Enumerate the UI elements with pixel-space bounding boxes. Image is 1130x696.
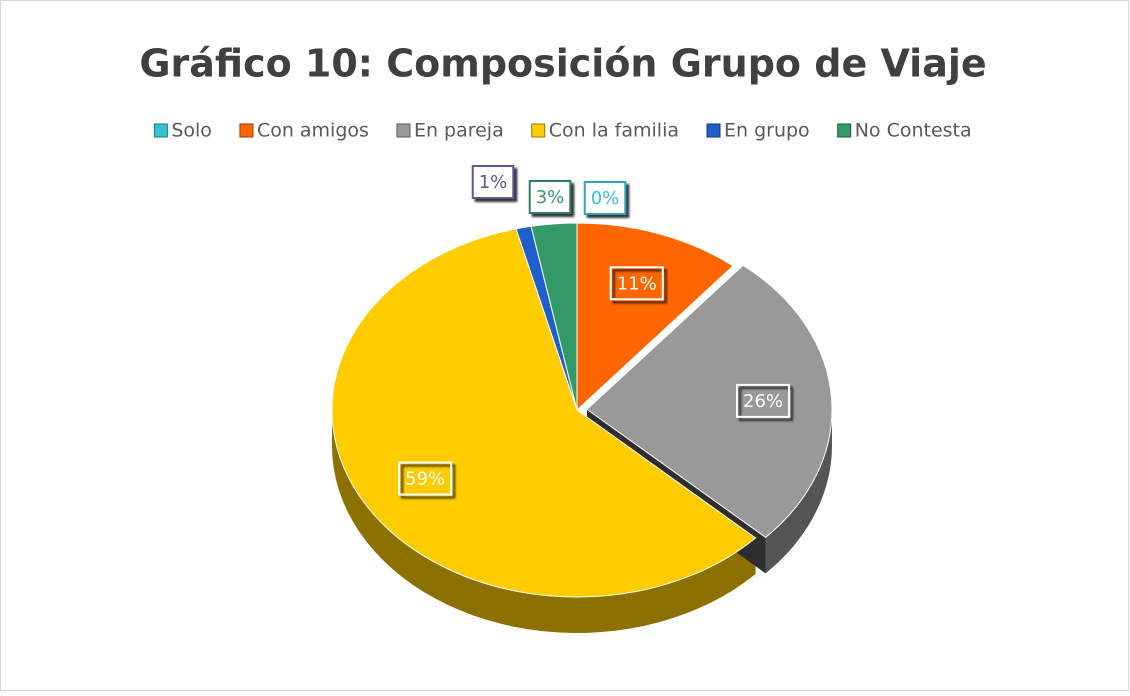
slice-side (765, 409, 832, 574)
legend-label: Con la familia (549, 120, 679, 142)
data-labels: 0% 11% 26% 59% 1% 3% (398, 165, 791, 496)
data-label-box (528, 180, 572, 214)
legend-label: No Contesta (855, 120, 972, 142)
slice-side (332, 410, 756, 633)
data-label: 26% (743, 391, 783, 412)
data-label: 59% (405, 469, 445, 490)
data-label-box (609, 266, 664, 301)
legend-swatch (837, 123, 852, 138)
legend: Solo Con amigos En pareja Con la familia En … (153, 120, 972, 142)
legend-swatch (239, 123, 254, 138)
legend-label: En pareja (414, 120, 504, 142)
slice (576, 222, 734, 412)
slice (331, 228, 757, 598)
data-label-box (471, 165, 515, 199)
legend-swatch (706, 123, 721, 138)
legend-label: Solo (171, 120, 212, 142)
data-label-box (583, 181, 627, 215)
data-label: 11% (617, 273, 657, 294)
legend-swatch (153, 123, 168, 138)
data-label-box (736, 383, 791, 418)
legend-swatch (396, 123, 411, 138)
data-label: 0% (591, 188, 620, 209)
data-label-box (398, 461, 453, 496)
data-label: 1% (479, 172, 508, 193)
data-label: 3% (536, 187, 565, 208)
pie (331, 222, 833, 633)
legend-label: En grupo (724, 120, 810, 142)
slice (530, 222, 578, 411)
legend-label: Con amigos (257, 120, 369, 142)
legend-swatch (531, 123, 546, 138)
slice (586, 264, 833, 539)
chart-title: Gráfico 10: Composición Grupo de Viaje (139, 42, 986, 86)
